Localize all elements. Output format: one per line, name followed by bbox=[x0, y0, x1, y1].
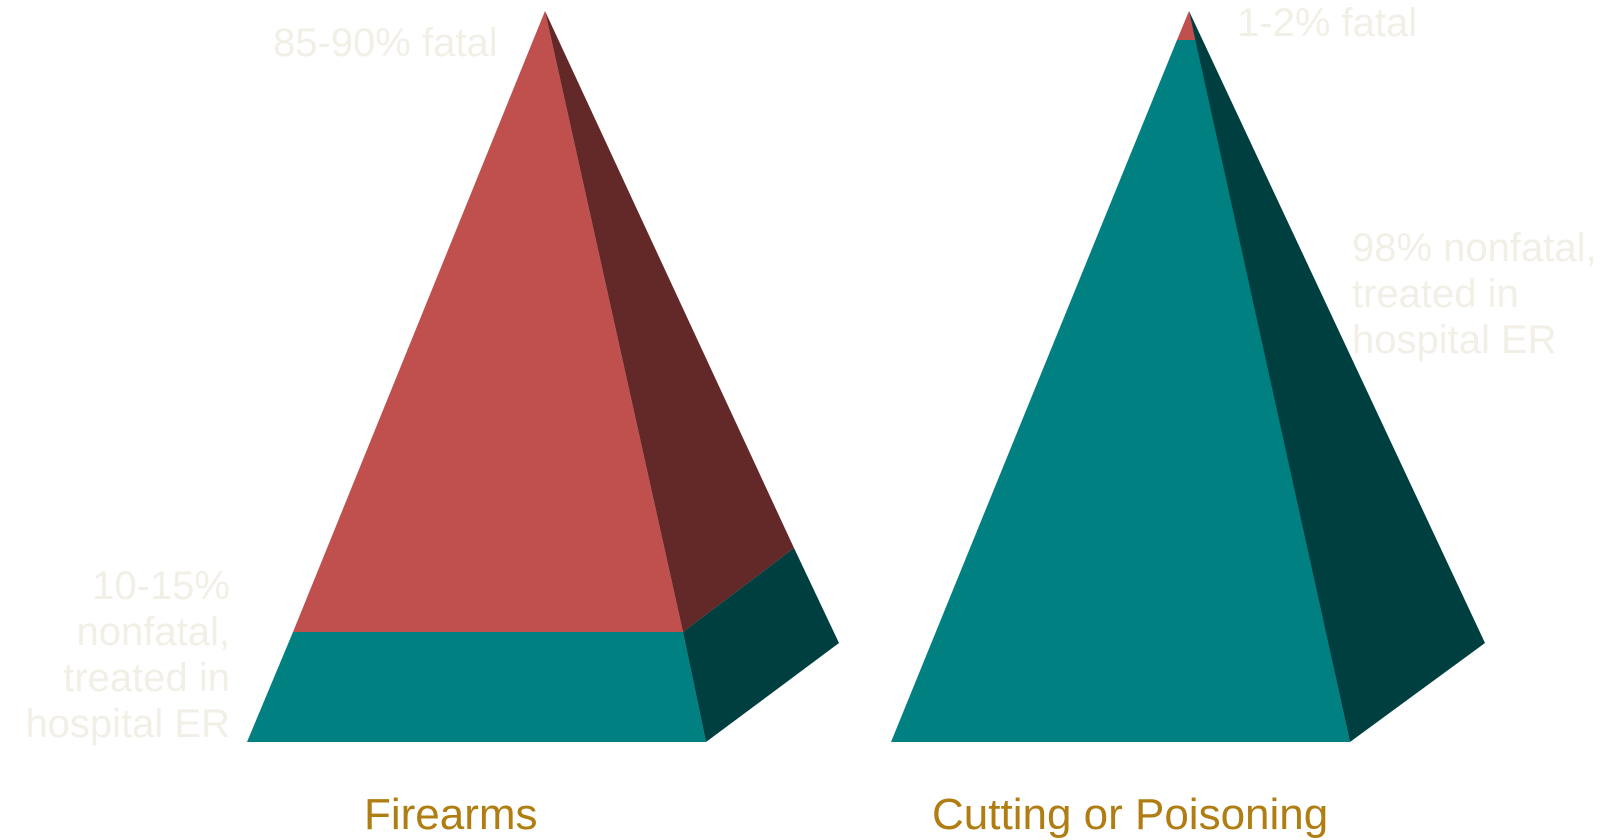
pyramid-firearms bbox=[247, 11, 839, 742]
firearms-nonfatal-line-4: hospital ER bbox=[25, 702, 230, 746]
cutting-title: Cutting or Poisoning bbox=[932, 790, 1329, 839]
firearms-fatal-label: 85-90% fatal bbox=[273, 21, 498, 65]
cutting-nonfatal-line-1: 98% nonfatal, bbox=[1352, 226, 1597, 270]
cutting-nonfatal-front-face bbox=[891, 40, 1350, 742]
cutting-nonfatal-line-2: treated in bbox=[1352, 272, 1519, 316]
firearms-fatal-front-face bbox=[293, 11, 683, 632]
firearms-fatal-side-face bbox=[545, 11, 794, 632]
cutting-nonfatal-label: 98% nonfatal, treated in hospital ER bbox=[1352, 225, 1597, 363]
firearms-nonfatal-line-2: nonfatal, bbox=[76, 610, 230, 654]
cutting-fatal-label: 1-2% fatal bbox=[1237, 1, 1418, 45]
cutting-nonfatal-side-face bbox=[1189, 11, 1485, 742]
firearms-nonfatal-line-1: 10-15% bbox=[92, 564, 230, 608]
firearms-title: Firearms bbox=[364, 790, 538, 839]
firearms-nonfatal-side-face bbox=[683, 548, 839, 742]
cutting-nonfatal-line-3: hospital ER bbox=[1352, 318, 1557, 362]
firearms-nonfatal-front-face bbox=[247, 632, 706, 742]
cutting-fatal-front-face bbox=[1177, 11, 1196, 40]
firearms-nonfatal-line-3: treated in bbox=[63, 656, 230, 700]
pyramid-cutting-poisoning bbox=[891, 11, 1485, 742]
firearms-nonfatal-label: 10-15% nonfatal, treated in hospital ER bbox=[6, 563, 230, 747]
